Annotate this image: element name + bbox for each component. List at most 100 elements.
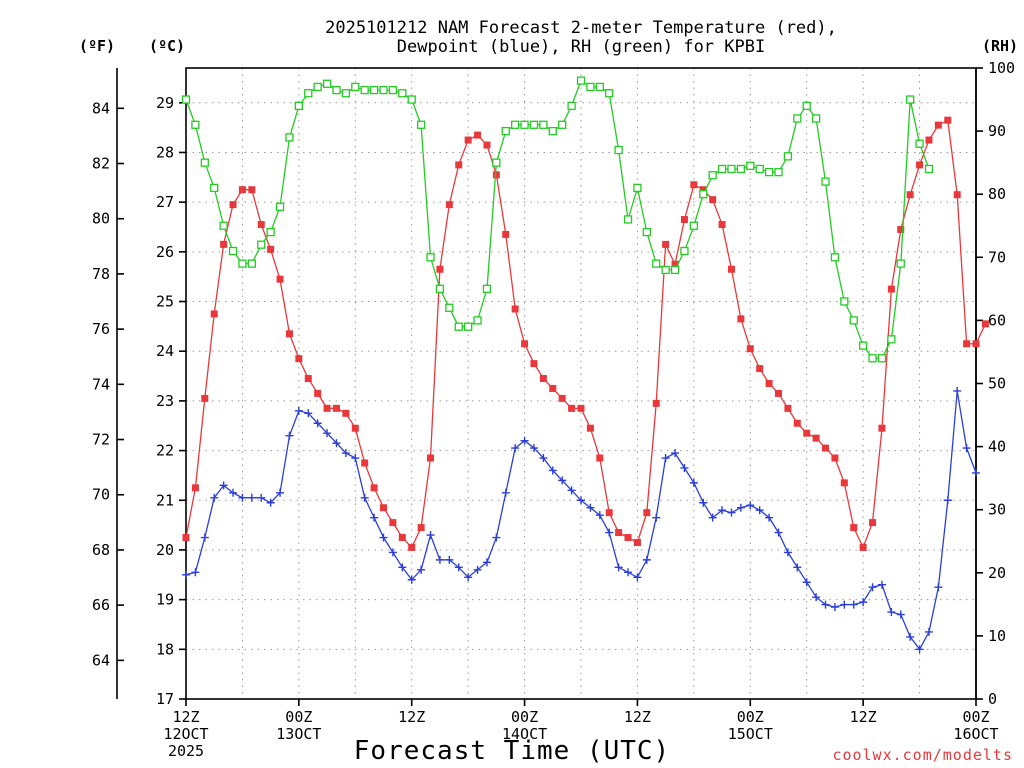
- dewpoint-point: [605, 528, 614, 537]
- rh-tick-label: 70: [988, 248, 1006, 266]
- dewpoint-point: [407, 575, 416, 584]
- x-tick-label: 12Z: [850, 708, 877, 726]
- temperature-point: [699, 186, 707, 194]
- rh-tick-label: 90: [988, 122, 1006, 140]
- dewpoint-point: [426, 531, 435, 540]
- temperature-point: [793, 419, 801, 427]
- celsius-tick-label: 22: [156, 442, 174, 460]
- dewpoint-point: [276, 488, 285, 497]
- dewpoint-point: [736, 503, 745, 512]
- dewpoint-point: [614, 563, 623, 572]
- fahrenheit-tick-label: 84: [92, 99, 110, 117]
- rh-point: [717, 164, 727, 174]
- dewpoint-point: [793, 563, 802, 572]
- rh-point: [191, 120, 200, 129]
- rh-point: [473, 316, 482, 325]
- x-tick-label: 2025: [168, 742, 204, 760]
- rh-point: [906, 95, 915, 104]
- dewpoint-point: [699, 498, 708, 507]
- rh-point: [369, 85, 379, 95]
- temperature-point: [934, 121, 942, 129]
- credit-link[interactable]: coolwx.com/modelts: [832, 746, 1013, 764]
- temperature-point: [953, 191, 961, 199]
- temperature-point: [633, 538, 641, 546]
- rh-point: [680, 246, 689, 256]
- temperature-point: [201, 394, 209, 402]
- x-tick-label: 12OCT: [163, 725, 208, 743]
- dewpoint-point: [915, 645, 924, 654]
- temperature-point: [615, 529, 623, 537]
- temperature-point: [577, 404, 585, 412]
- x-tick-label: 15OCT: [728, 725, 773, 743]
- rh-point: [539, 120, 548, 129]
- rh-point: [266, 227, 275, 237]
- temperature-point: [897, 225, 905, 233]
- rh-point: [605, 89, 614, 98]
- temperature-point: [586, 424, 594, 432]
- temperature-point: [831, 454, 839, 462]
- rh-tick-label: 80: [988, 185, 1006, 203]
- temperature-point: [840, 479, 848, 487]
- axis-layer: [116, 67, 983, 706]
- x-tick-label: 16OCT: [953, 725, 998, 743]
- dewpoint-point: [868, 583, 877, 592]
- rh-point: [360, 85, 369, 95]
- rh-point: [210, 183, 219, 193]
- celsius-tick-label: 21: [156, 491, 174, 509]
- dewpoint-point: [595, 511, 604, 520]
- dewpoint-point: [812, 593, 821, 602]
- temperature-point: [182, 534, 190, 542]
- temperature-point: [285, 330, 293, 338]
- rh-point: [511, 120, 520, 129]
- dewpoint-point: [520, 436, 529, 445]
- dewpoint-point: [586, 503, 595, 512]
- x-tick-label: 12Z: [398, 708, 425, 726]
- temperature-point: [502, 230, 510, 238]
- temperature-point: [304, 375, 312, 383]
- dewpoint-point: [257, 493, 266, 502]
- dewpoint-point: [370, 513, 379, 522]
- dewpoint-point: [238, 493, 247, 502]
- rh-point: [398, 89, 407, 98]
- temperature-point: [342, 409, 350, 417]
- temperature-point: [652, 399, 660, 407]
- rh-point: [708, 171, 717, 180]
- temperature-point: [238, 186, 246, 194]
- temperature-point: [906, 191, 914, 199]
- dewpoint-point: [680, 463, 689, 472]
- temperature-point: [549, 384, 557, 392]
- dewpoint-point: [501, 488, 510, 497]
- dewpoint-point: [953, 386, 962, 395]
- x-tick-label: 00Z: [962, 708, 989, 726]
- dewpoint-point: [219, 481, 228, 490]
- temperature-point: [784, 404, 792, 412]
- temperature-point: [455, 161, 463, 169]
- dewpoint-point: [877, 580, 886, 589]
- temperature-point: [624, 534, 632, 542]
- rh-point: [699, 190, 708, 199]
- rh-point: [764, 167, 774, 177]
- dewpoint-point: [548, 466, 557, 475]
- rh-point: [727, 164, 736, 174]
- rh-point: [830, 253, 840, 262]
- fahrenheit-unit-label: (ºF): [79, 37, 115, 55]
- temperature-point: [822, 444, 830, 452]
- rh-point: [238, 259, 247, 268]
- series-dewpoint: [182, 386, 980, 654]
- dewpoint-point: [624, 568, 633, 577]
- dewpoint-point: [200, 533, 209, 542]
- celsius-tick-label: 25: [156, 293, 174, 311]
- dewpoint-point: [323, 429, 332, 438]
- temperature-point: [925, 136, 933, 144]
- temperature-point: [295, 355, 303, 363]
- chart-title-line-2: Dewpoint (blue), RH (green) for KPBI: [397, 37, 765, 57]
- rh-point: [689, 221, 699, 230]
- temperature-point: [596, 454, 604, 462]
- rh-point: [285, 133, 294, 142]
- rh-point: [586, 82, 595, 92]
- rh-point: [868, 354, 877, 363]
- rh-tick-label: 30: [988, 501, 1006, 519]
- temperature-point: [803, 429, 811, 437]
- dewpoint-point: [511, 444, 520, 453]
- rh-tick-label: 100: [988, 59, 1015, 77]
